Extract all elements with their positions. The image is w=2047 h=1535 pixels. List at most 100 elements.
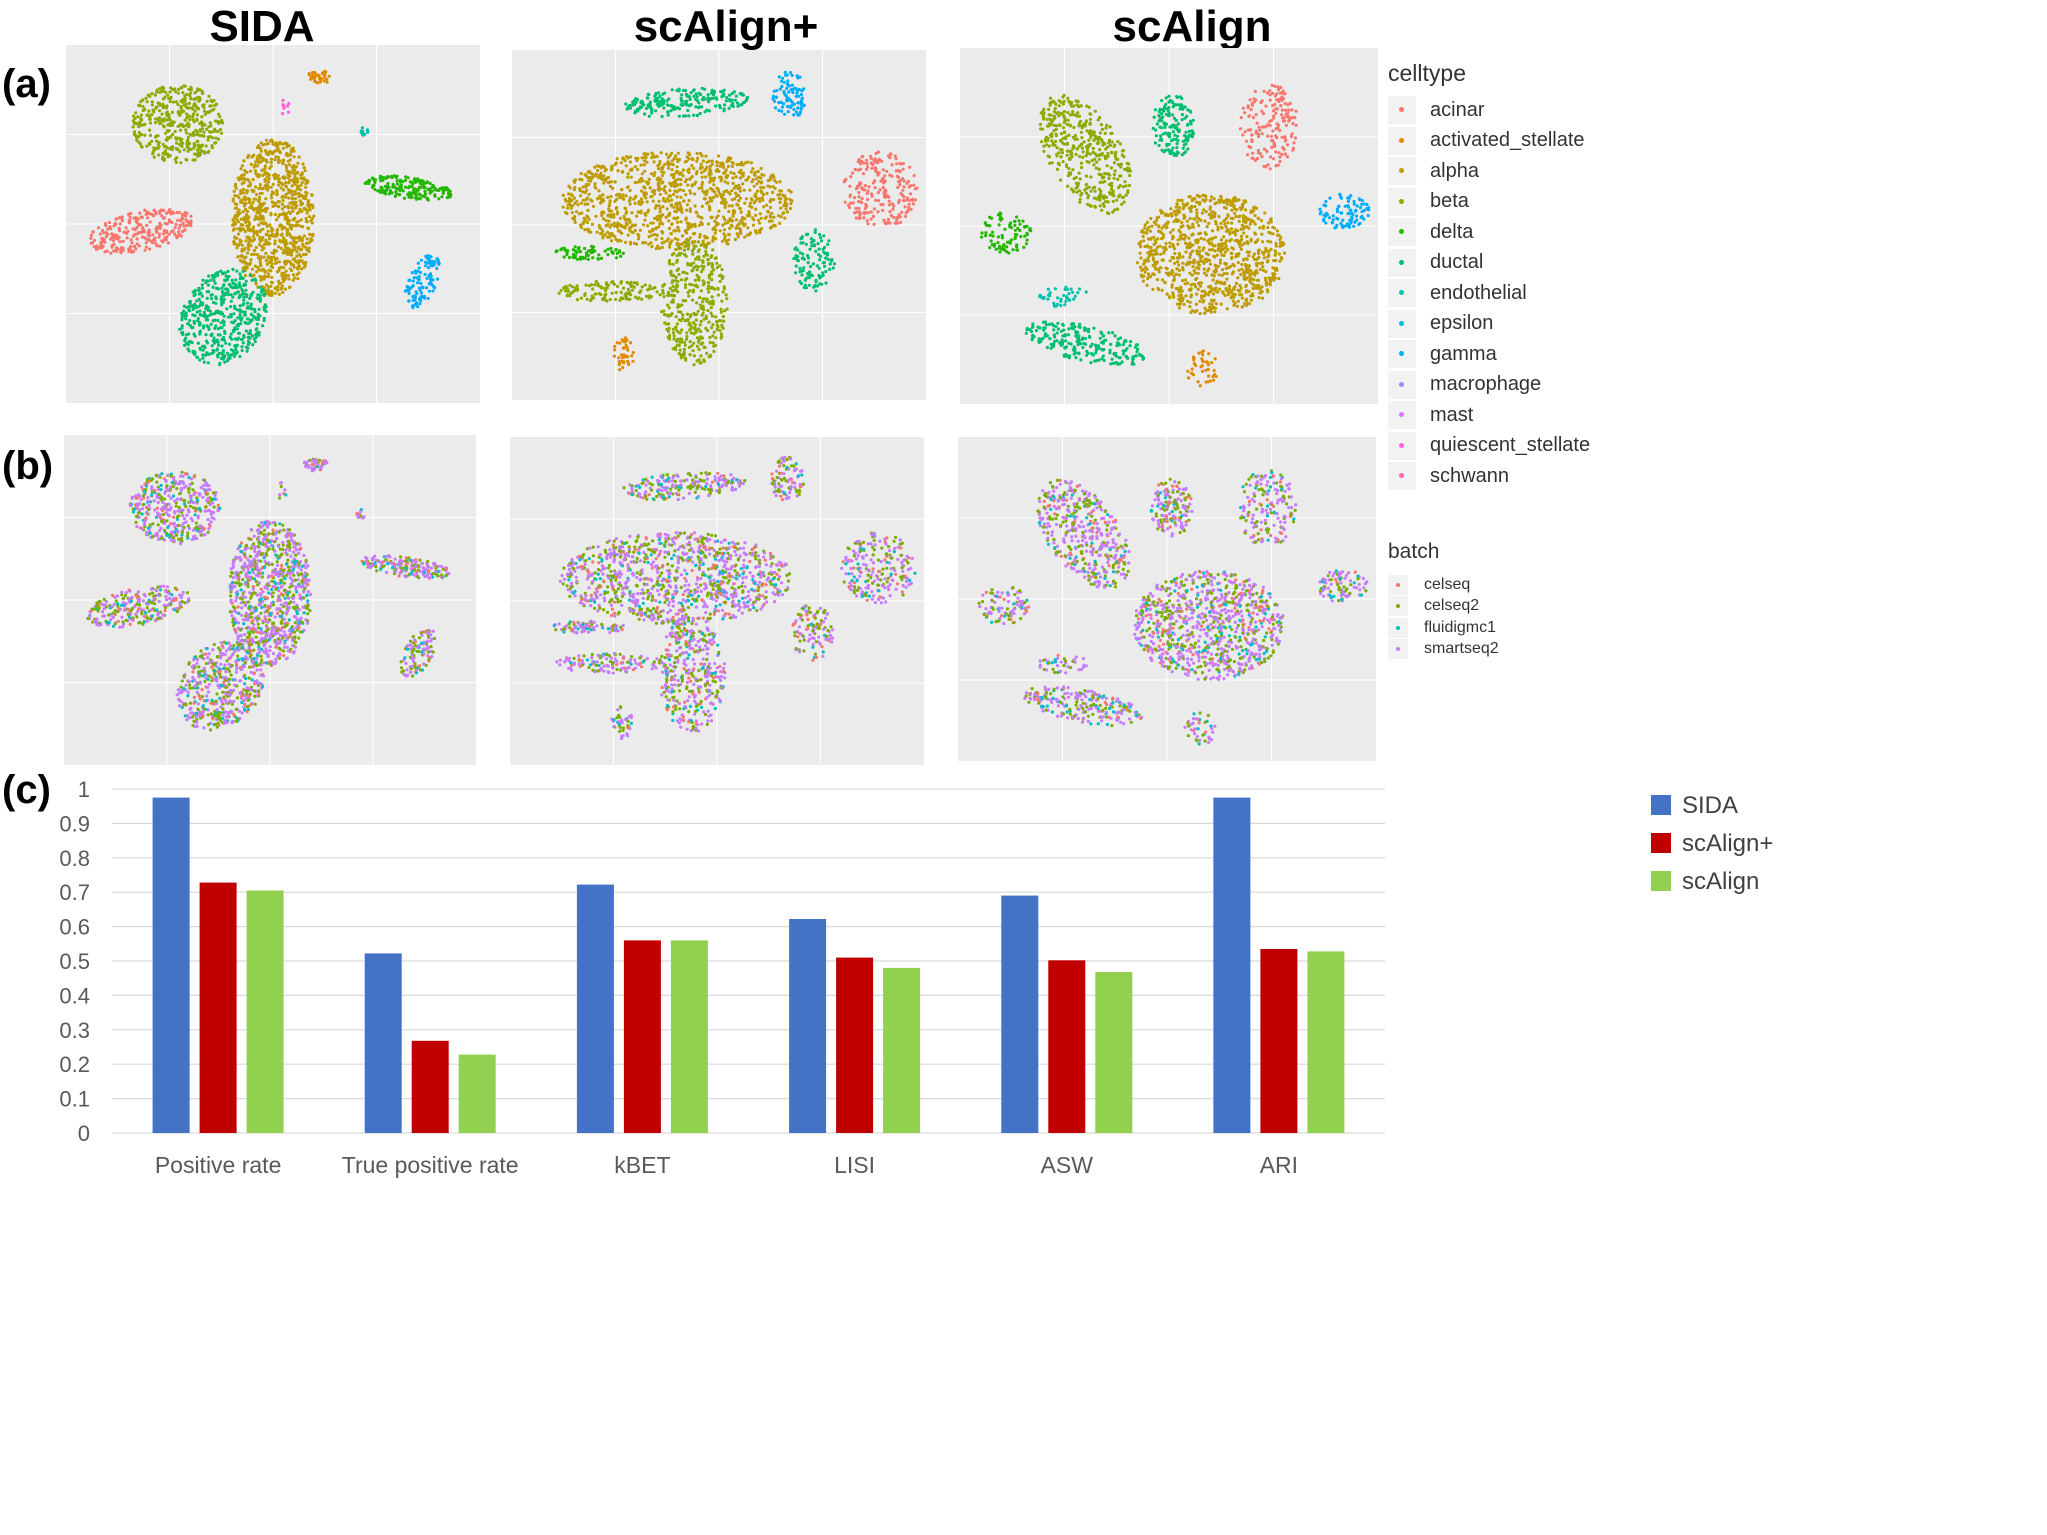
bar-scalign-lisi bbox=[883, 967, 921, 1133]
celltype-legend-dot bbox=[1399, 168, 1404, 174]
x-category-label: ASW bbox=[1041, 1152, 1094, 1178]
batch-legend-dot bbox=[1396, 582, 1400, 587]
chart-legend-label: scAlign+ bbox=[1682, 830, 1773, 857]
y-tick-label: 0.5 bbox=[59, 949, 90, 974]
y-tick-label: 0.3 bbox=[59, 1018, 90, 1043]
y-tick-label: 0.4 bbox=[59, 983, 90, 1008]
celltype-legend-label: macrophage bbox=[1430, 373, 1542, 396]
tsne-scatter-sida-batch bbox=[64, 435, 476, 765]
bar-scalign--ari bbox=[1260, 949, 1298, 1133]
cell-cloud bbox=[977, 469, 1369, 746]
celltype-legend-dot bbox=[1399, 351, 1404, 357]
batch-legend-item: celseq2 bbox=[1388, 596, 1499, 618]
chart-legend-swatch bbox=[1651, 833, 1671, 853]
batch-legend-label: celseq bbox=[1424, 575, 1471, 593]
celltype-legend-item: gamma bbox=[1388, 339, 1590, 370]
y-tick-label: 0.8 bbox=[59, 846, 90, 871]
celltype-legend-key bbox=[1388, 218, 1416, 247]
celltype-legend-dot bbox=[1399, 107, 1404, 113]
cell-cloud bbox=[554, 70, 919, 372]
celltype-legend-label: beta bbox=[1430, 190, 1469, 213]
chart-legend-label: scAlign bbox=[1682, 868, 1759, 895]
celltype-legend-item: beta bbox=[1388, 187, 1590, 218]
celltype-legend-title: celltype bbox=[1388, 60, 1466, 86]
celltype-legend-dot bbox=[1399, 442, 1404, 448]
celltype-legend-label: schwann bbox=[1430, 464, 1509, 487]
bar-sida-asw bbox=[1001, 895, 1039, 1133]
chart-legend-swatch bbox=[1651, 871, 1671, 891]
bar-scalign--true-positive-rate bbox=[411, 1040, 449, 1133]
celltype-legend-label: acinar bbox=[1430, 98, 1485, 121]
row-label-a: (a) bbox=[2, 62, 51, 106]
batch-legend: batch celseq celseq2 fluidigmc1 smartseq2 bbox=[1388, 540, 1499, 660]
x-category-label: True positive rate bbox=[342, 1152, 519, 1178]
tsne-panel-scalign-plus-batch bbox=[510, 437, 924, 765]
y-tick-label: 0.2 bbox=[59, 1052, 90, 1077]
batch-legend-key bbox=[1388, 639, 1408, 660]
celltype-legend-item: quiescent_stellate bbox=[1388, 431, 1590, 462]
y-tick-label: 0.6 bbox=[59, 915, 90, 940]
tsne-panel-scalign-celltype bbox=[960, 48, 1378, 404]
bar-scalign--kbet bbox=[623, 940, 661, 1133]
celltype-legend-item: epsilon bbox=[1388, 309, 1590, 340]
celltype-legend-item: alpha bbox=[1388, 156, 1590, 187]
celltype-legend-key bbox=[1388, 248, 1416, 277]
celltype-legend-key bbox=[1388, 462, 1416, 491]
celltype-legend-label: endothelial bbox=[1430, 281, 1527, 304]
batch-legend-key bbox=[1388, 617, 1408, 638]
celltype-legend-item: activated_stellate bbox=[1388, 126, 1590, 157]
bar-scalign--lisi bbox=[836, 957, 874, 1133]
batch-legend-key bbox=[1388, 596, 1408, 617]
cell-cloud bbox=[980, 83, 1371, 388]
celltype-legend-dot bbox=[1399, 137, 1404, 143]
column-title-scalign-plus: scAlign+ bbox=[633, 2, 819, 51]
batch-legend-item: fluidigmc1 bbox=[1388, 617, 1499, 639]
bar-scalign--positive-rate bbox=[199, 882, 237, 1133]
chart-legend-swatch bbox=[1651, 795, 1671, 815]
celltype-legend-key bbox=[1388, 431, 1416, 460]
batch-legend-item: smartseq2 bbox=[1388, 639, 1499, 661]
bar-sida-kbet bbox=[576, 884, 614, 1133]
celltype-legend-item: endothelial bbox=[1388, 278, 1590, 309]
bar-scalign-asw bbox=[1095, 972, 1133, 1133]
bar-scalign-true-positive-rate bbox=[458, 1054, 496, 1133]
celltype-legend-label: mast bbox=[1430, 403, 1474, 426]
celltype-legend-label: activated_stellate bbox=[1430, 129, 1585, 152]
celltype-legend-key bbox=[1388, 96, 1416, 125]
tsne-scatter-scalign-celltype bbox=[960, 48, 1378, 404]
cell-cloud bbox=[89, 69, 453, 367]
celltype-legend-item: acinar bbox=[1388, 95, 1590, 126]
cell-cloud bbox=[86, 457, 451, 732]
celltype-legend-item: mast bbox=[1388, 400, 1590, 431]
batch-legend-label: smartseq2 bbox=[1424, 640, 1499, 658]
celltype-legend-dot bbox=[1399, 320, 1404, 326]
chart-legend-label: SIDA bbox=[1682, 792, 1738, 819]
x-category-label: LISI bbox=[834, 1152, 875, 1178]
celltype-legend-dot bbox=[1399, 412, 1404, 418]
celltype-legend-key bbox=[1388, 401, 1416, 430]
tsne-scatter-scalign-plus-batch bbox=[510, 437, 924, 765]
celltype-legend-label: gamma bbox=[1430, 342, 1497, 365]
celltype-legend-item: delta bbox=[1388, 217, 1590, 248]
column-title-scalign: scAlign bbox=[1112, 2, 1272, 51]
celltype-legend-key bbox=[1388, 309, 1416, 338]
celltype-legend-dot bbox=[1399, 381, 1404, 387]
celltype-legend-key bbox=[1388, 279, 1416, 308]
celltype-legend-dot bbox=[1399, 229, 1404, 235]
column-title-sida: SIDA bbox=[209, 2, 315, 51]
bar-scalign-positive-rate bbox=[246, 890, 284, 1133]
celltype-legend-label: quiescent_stellate bbox=[1430, 434, 1591, 457]
batch-legend-title: batch bbox=[1388, 540, 1440, 563]
celltype-legend-key bbox=[1388, 340, 1416, 369]
batch-legend-dot bbox=[1396, 625, 1400, 630]
celltype-legend-dot bbox=[1399, 198, 1404, 204]
x-category-label: kBET bbox=[614, 1152, 670, 1178]
celltype-legend-key bbox=[1388, 126, 1416, 155]
celltype-legend-dot bbox=[1399, 259, 1404, 265]
tsne-scatter-sida-celltype bbox=[66, 45, 480, 403]
celltype-legend-label: ductal bbox=[1430, 251, 1484, 274]
celltype-legend-label: epsilon bbox=[1430, 312, 1494, 335]
bar-sida-ari bbox=[1213, 797, 1251, 1133]
celltype-legend-key bbox=[1388, 187, 1416, 216]
